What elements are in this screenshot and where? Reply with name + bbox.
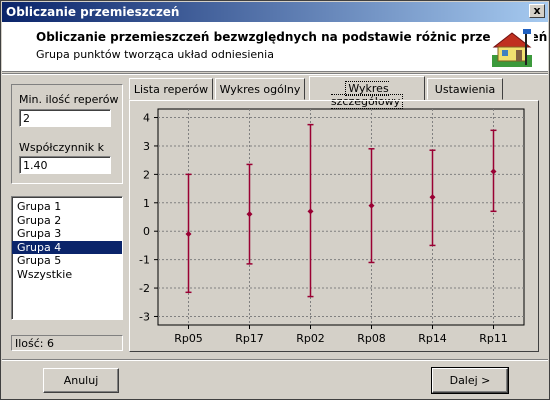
- tab-settings[interactable]: Ustawienia: [427, 78, 503, 100]
- list-item[interactable]: Wszystkie: [17, 267, 73, 281]
- tab-detailed-chart[interactable]: Wykres szczegółowy: [309, 76, 425, 109]
- title-bar[interactable]: Obliczanie przemieszczeń x: [2, 2, 548, 22]
- y-tick-label: -2: [139, 282, 150, 295]
- plot-area: [157, 108, 525, 326]
- tab-label: Lista reperów: [133, 83, 209, 96]
- y-tick-label: -1: [139, 254, 150, 267]
- tab-label: Wykres szczegółowy: [330, 81, 404, 109]
- tab-general-chart[interactable]: Wykres ogólny: [215, 78, 305, 100]
- header-title: Obliczanie przemieszczeń bezwzględnych n…: [36, 30, 548, 44]
- window-title: Obliczanie przemieszczeń: [6, 5, 180, 19]
- x-tick-label: Rp05: [174, 332, 203, 345]
- header-subtitle: Grupa punktów tworząca układ odniesienia: [36, 48, 274, 61]
- data-point: [368, 202, 375, 209]
- groups-listbox[interactable]: Grupa 1 Grupa 2 Grupa 3 Grupa 4 Grupa 5 …: [11, 196, 123, 320]
- coefficient-k-input[interactable]: [19, 156, 111, 174]
- close-icon: x: [533, 4, 541, 17]
- x-tick-label: Rp08: [357, 332, 386, 345]
- data-point: [429, 194, 436, 201]
- coefficient-k-label: Współczynnik k: [19, 141, 105, 154]
- y-tick-label: -3: [139, 310, 150, 323]
- next-button[interactable]: Dalej >: [431, 367, 509, 394]
- min-benchmarks-label: Min. ilość reperów: [19, 93, 119, 106]
- list-item[interactable]: Grupa 2: [17, 213, 62, 227]
- close-button[interactable]: x: [529, 4, 545, 18]
- list-item-selected[interactable]: Grupa 4: [12, 240, 122, 254]
- cancel-button[interactable]: Anuluj: [43, 368, 119, 393]
- y-tick-label: 4: [143, 112, 150, 125]
- data-point: [246, 211, 253, 218]
- y-tick-label: 1: [143, 197, 150, 210]
- list-item[interactable]: Grupa 5: [17, 254, 62, 267]
- parameters-group: Min. ilość reperów Współczynnik k: [11, 84, 123, 184]
- x-tick-label: Rp17: [235, 332, 264, 345]
- y-tick-label: 3: [143, 140, 150, 153]
- count-status: Ilość: 6: [11, 335, 123, 351]
- footer-divider: [2, 359, 548, 361]
- detail-chart: -3 -2 -1 0 1 2 3 4 Rp05 Rp17 Rp02 Rp08 Rp14 Rp11: [139, 108, 525, 345]
- tab-panel: [129, 100, 539, 352]
- list-item[interactable]: Grupa 1: [17, 200, 62, 213]
- x-tick-label: Rp14: [418, 332, 447, 345]
- tab-benchmark-list[interactable]: Lista reperów: [129, 78, 213, 100]
- data-point: [307, 208, 314, 215]
- data-point: [185, 231, 192, 238]
- header-divider: [2, 73, 548, 75]
- x-tick-label: Rp02: [296, 332, 325, 345]
- wizard-header: Obliczanie przemieszczeń bezwzględnych n…: [2, 22, 548, 72]
- x-tick-label: Rp11: [479, 332, 508, 345]
- tab-label: Ustawienia: [434, 83, 496, 96]
- house-survey-icon: [490, 25, 534, 69]
- y-tick-label: 0: [143, 225, 150, 238]
- data-point: [490, 168, 497, 175]
- y-tick-label: 2: [143, 168, 150, 181]
- list-item[interactable]: Grupa 3: [17, 227, 62, 240]
- min-benchmarks-input[interactable]: [19, 109, 111, 127]
- tab-label: Wykres ogólny: [219, 83, 301, 96]
